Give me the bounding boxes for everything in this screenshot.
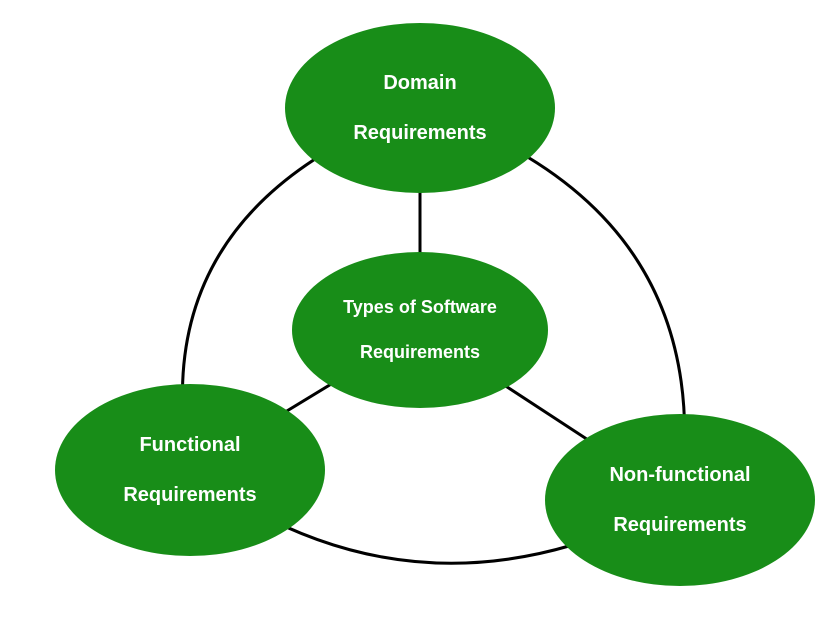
diagram-canvas: Types of Software Requirements Domain Re… bbox=[0, 0, 840, 628]
node-top-label: Domain Requirements bbox=[337, 71, 502, 146]
node-left-label: Functional Requirements bbox=[107, 433, 272, 508]
node-right-label: Non-functional Requirements bbox=[593, 463, 766, 538]
node-left-label-line1: Functional bbox=[115, 433, 264, 458]
node-right-label-line1: Non-functional bbox=[601, 463, 758, 488]
node-top: Domain Requirements bbox=[285, 23, 555, 193]
node-center: Types of Software Requirements bbox=[292, 252, 548, 408]
node-top-label-line2: Requirements bbox=[345, 121, 494, 146]
node-center-label-line2: Requirements bbox=[335, 341, 505, 364]
node-top-label-line1: Domain bbox=[345, 71, 494, 96]
node-right-label-line2: Requirements bbox=[601, 513, 758, 538]
node-left: Functional Requirements bbox=[55, 384, 325, 556]
node-center-label: Types of Software Requirements bbox=[327, 296, 513, 364]
node-right: Non-functional Requirements bbox=[545, 414, 815, 586]
node-center-label-line1: Types of Software bbox=[335, 296, 505, 319]
node-left-label-line2: Requirements bbox=[115, 483, 264, 508]
